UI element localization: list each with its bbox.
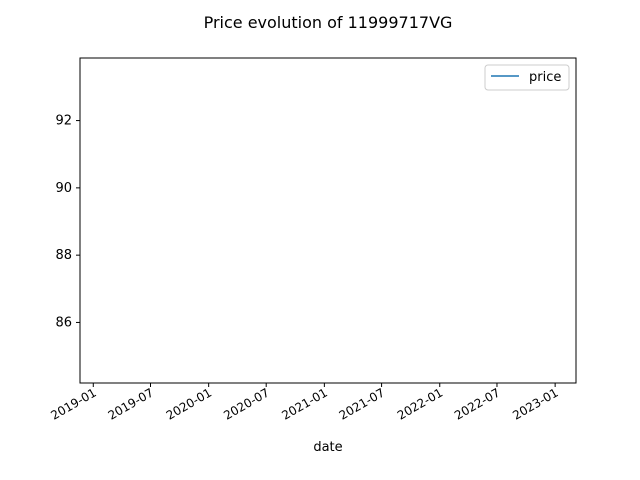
y-tick-label: 90 (55, 181, 72, 196)
x-axis-label: date (313, 440, 342, 455)
plot-frame (79, 57, 577, 384)
x-tick-label: 2023-01 (510, 385, 560, 422)
legend: price (484, 64, 570, 91)
y-axis: 86 88 90 92 (55, 114, 80, 330)
x-tick-label: 2019-07 (106, 385, 156, 422)
y-tick-label: 92 (55, 114, 72, 129)
chart-title: Price evolution of 11999717VG (204, 13, 453, 32)
y-tick-label: 86 (55, 315, 72, 330)
x-tick-label: 2021-01 (279, 385, 329, 422)
legend-box (484, 64, 570, 91)
x-axis: 2019-01 2019-07 2020-01 2020-07 2021-01 2021-… (48, 383, 561, 423)
x-tick-label: 2021-07 (337, 385, 387, 422)
x-tick-label: 2020-01 (164, 385, 214, 422)
x-tick-label: 2022-01 (395, 385, 445, 422)
x-tick-label: 2020-07 (221, 385, 271, 422)
x-tick-label: 2019-01 (48, 385, 98, 422)
x-tick-label: 2022-07 (452, 385, 502, 422)
legend-label-price: price (529, 70, 561, 85)
y-tick-label: 88 (55, 248, 72, 263)
